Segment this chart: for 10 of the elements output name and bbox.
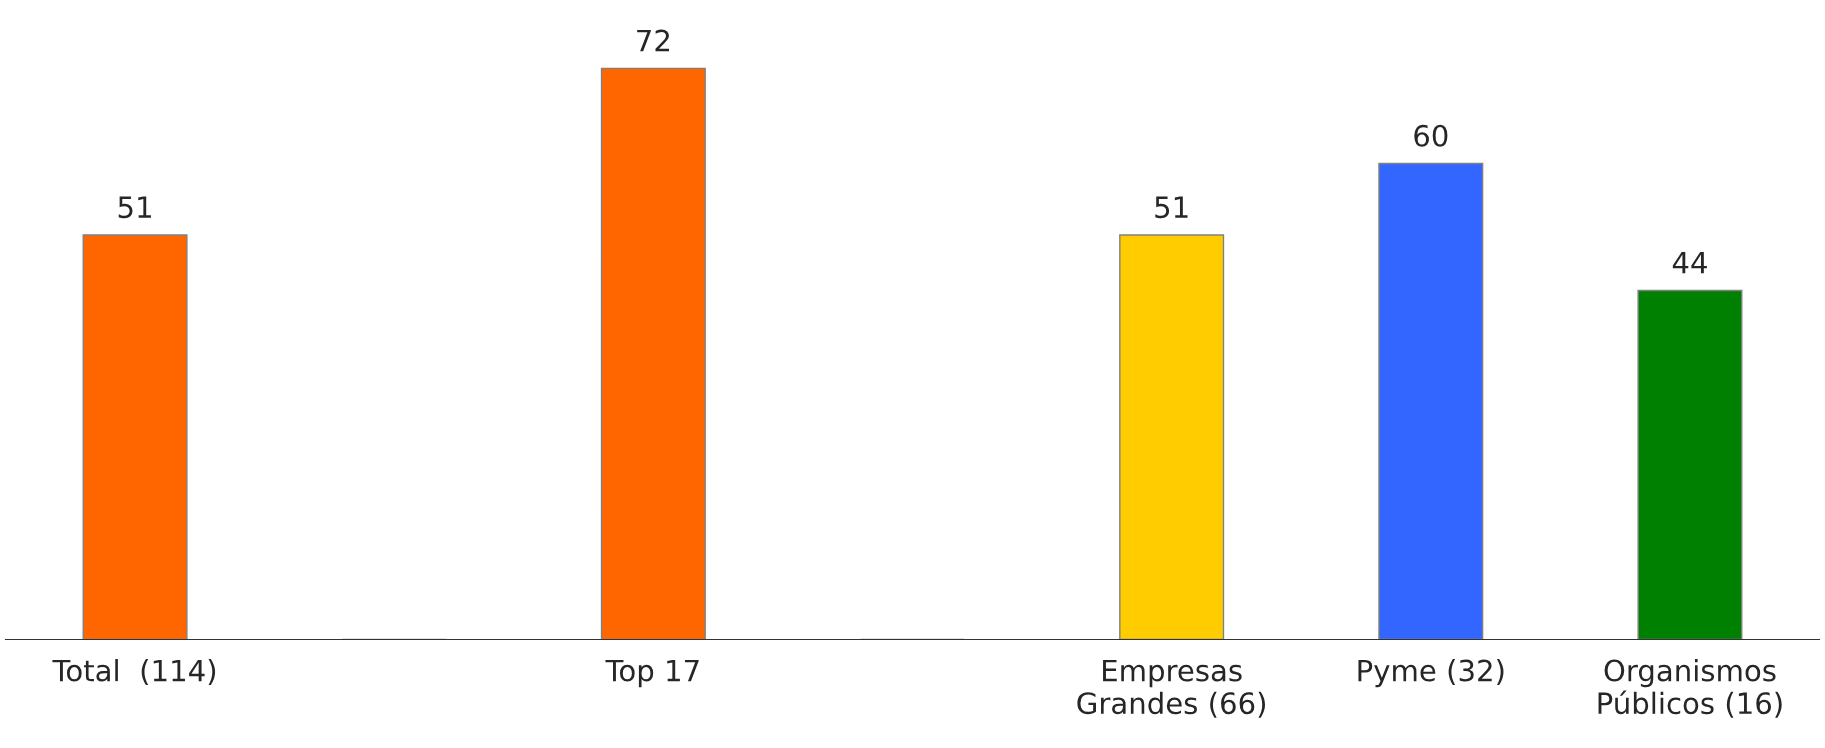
x-tick-label: Organismos Públicos (16) [1598, 658, 1782, 718]
x-tick-label: Pyme (32) [1358, 659, 1504, 688]
data-label: 51 [1155, 196, 1188, 219]
data-label: 51 [118, 196, 151, 219]
data-label: 60 [1414, 124, 1448, 147]
x-tick-label: Total (114) [52, 658, 216, 685]
data-label: 72 [637, 29, 669, 52]
x-tick-label: Empresas Grandes (66) [1077, 659, 1266, 718]
data-label: 44 [1672, 252, 1707, 274]
x-tick-label: Top 17 [605, 659, 699, 688]
